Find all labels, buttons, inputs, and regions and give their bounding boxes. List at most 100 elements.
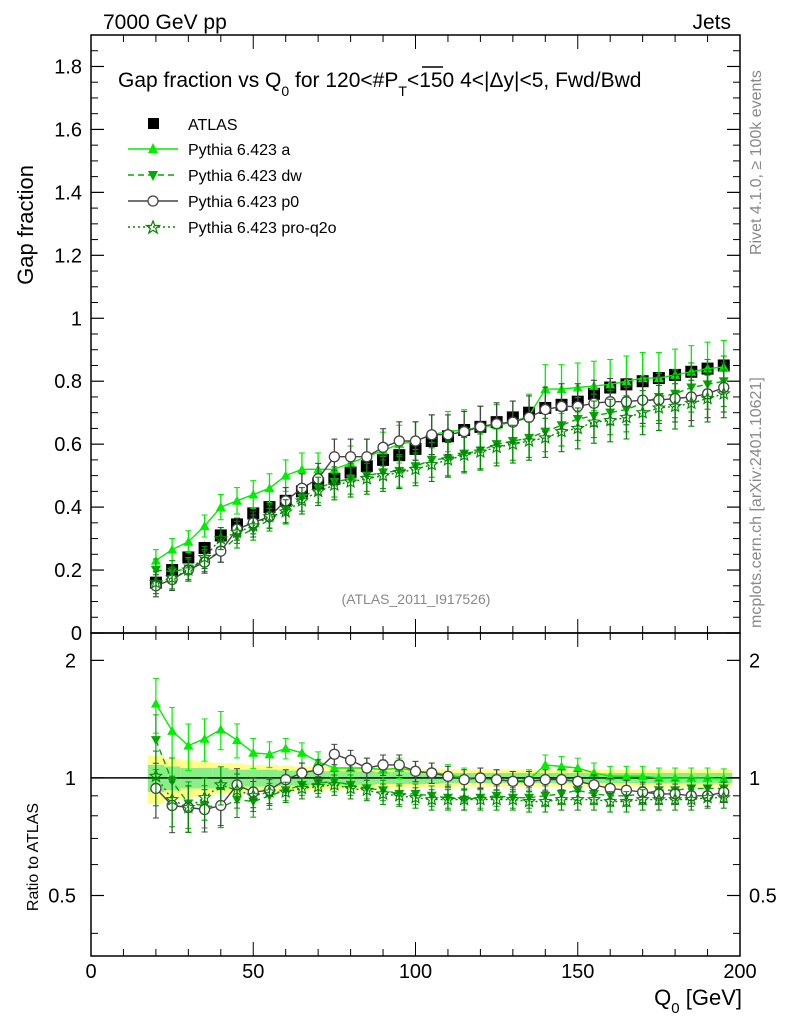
point-pythia_proq2o bbox=[635, 405, 650, 419]
main-series bbox=[148, 339, 731, 598]
ratio-point-pythia_a bbox=[572, 763, 583, 773]
ratio-point-pythia_a bbox=[329, 763, 340, 773]
ratio-point-pythia_proq2o bbox=[473, 792, 488, 806]
point-pythia_proq2o bbox=[619, 409, 634, 424]
point-pythia_p0 bbox=[361, 451, 373, 463]
point-pythia_proq2o bbox=[603, 413, 618, 427]
point-pythia_proq2o bbox=[473, 444, 488, 459]
ratio-point-pythia_p0 bbox=[458, 773, 470, 786]
legend-entry-pythia-a: Pythia 6.423 a bbox=[128, 142, 290, 159]
ratio-point-pythia_p0 bbox=[490, 773, 503, 786]
point-pythia_proq2o bbox=[586, 414, 602, 429]
series-line-pythia_proq2o bbox=[155, 393, 724, 584]
series-line-pythia_dw bbox=[155, 380, 724, 573]
legend-label-pythia-pro-q2o: Pythia 6.423 pro-q2o bbox=[188, 220, 337, 237]
ratio-x-tick-label: 100 bbox=[399, 961, 432, 983]
main-y-tick-label: 1.4 bbox=[54, 182, 82, 204]
ratio-point-pythia_proq2o bbox=[327, 777, 342, 791]
legend-marker-pythia-dw bbox=[148, 171, 158, 181]
legend-entry-pythia-pro-q2o: Pythia 6.423 pro-q2o bbox=[128, 219, 337, 237]
ratio-y-tick-label: 1 bbox=[65, 768, 76, 790]
ratio-y-tick-label-right: 1 bbox=[749, 768, 760, 790]
point-pythia_proq2o bbox=[278, 504, 293, 518]
legend-entry-pythia-dw: Pythia 6.423 dw bbox=[128, 168, 302, 185]
ratio-point-pythia_p0 bbox=[328, 748, 341, 760]
point-pythia_proq2o bbox=[343, 474, 358, 488]
ratio-point-pythia_proq2o bbox=[197, 790, 212, 804]
point-pythia_proq2o bbox=[700, 391, 715, 405]
legend-marker-atlas bbox=[148, 118, 159, 129]
ratio-point-pythia_a bbox=[702, 772, 713, 782]
ratio-point-pythia_a bbox=[280, 743, 291, 753]
point-pythia_proq2o bbox=[392, 465, 407, 479]
x-axis-title-sub: 0 bbox=[671, 1000, 679, 1017]
x-axis-title: Q0 [GeV] bbox=[654, 985, 742, 1017]
ratio-point-pythia_proq2o bbox=[651, 792, 666, 806]
ratio-y-tick-label: 0.5 bbox=[48, 886, 76, 908]
ratio-y-tick-label-right: 2 bbox=[749, 650, 760, 672]
ratio-point-pythia_proq2o bbox=[343, 780, 358, 795]
ratio-point-pythia_a bbox=[621, 771, 632, 781]
ratio-point-pythia_proq2o bbox=[570, 792, 585, 806]
point-pythia_proq2o bbox=[522, 433, 537, 448]
energy-label: 7000 GeV pp bbox=[103, 11, 227, 34]
ratio-point-pythia_p0 bbox=[523, 775, 535, 788]
ratio-point-pythia_proq2o bbox=[700, 790, 715, 804]
ratio-x-tick-label: 200 bbox=[723, 961, 756, 983]
point-pythia_proq2o bbox=[148, 575, 163, 589]
ratio-point-pythia_a bbox=[150, 698, 161, 708]
point-pythia_proq2o bbox=[440, 452, 456, 466]
point-pythia_a bbox=[232, 495, 243, 505]
ratio-y-axis-title: Ratio to ATLAS bbox=[25, 803, 42, 911]
legend-label-pythia-p0: Pythia 6.423 p0 bbox=[188, 194, 299, 211]
ratio-point-pythia_p0 bbox=[507, 775, 519, 788]
point-pythia_proq2o bbox=[457, 447, 472, 462]
ratio-point-pythia_proq2o bbox=[424, 792, 439, 806]
ratio-point-pythia_proq2o bbox=[522, 794, 537, 808]
ratio-point-pythia_proq2o bbox=[538, 794, 553, 808]
ratio-point-pythia_p0 bbox=[572, 775, 584, 788]
point-pythia_p0 bbox=[539, 403, 551, 416]
point-pythia_p0 bbox=[328, 451, 341, 463]
ratio-point-pythia_p0 bbox=[312, 764, 324, 776]
main-y-tick-label: 0.6 bbox=[54, 434, 82, 456]
ratio-point-pythia_p0 bbox=[588, 779, 600, 791]
ratio-point-pythia_proq2o bbox=[635, 792, 650, 806]
ratio-point-pythia_p0 bbox=[409, 765, 422, 777]
main-y-tick-label: 1 bbox=[71, 308, 82, 330]
point-pythia_proq2o bbox=[375, 468, 391, 482]
mcplots-label: mcplots.cern.ch [arXiv:2401.10621] bbox=[748, 377, 765, 628]
ratio-point-pythia_proq2o bbox=[586, 792, 602, 806]
legend: ATLAS Pythia 6.423 a Pythia 6.423 dw Pyt… bbox=[128, 117, 337, 237]
point-pythia_proq2o bbox=[165, 570, 180, 584]
legend-label-atlas: ATLAS bbox=[188, 117, 238, 134]
ratio-series bbox=[148, 677, 731, 834]
ratio-point-pythia_proq2o bbox=[278, 784, 293, 799]
series-pythia_proq2o bbox=[148, 369, 731, 595]
plot-title: Gap fraction vs Q0 for 120<#PT<150 4<|Δy… bbox=[118, 66, 641, 99]
ratio-point-pythia_proq2o bbox=[148, 768, 163, 783]
ratio-y-tick-label: 2 bbox=[65, 650, 76, 672]
point-pythia_proq2o bbox=[505, 436, 520, 451]
ratio-point-pythia_p0 bbox=[555, 773, 568, 786]
legend-marker-pythia-pro-q2o bbox=[144, 219, 162, 235]
legend-entry-atlas: ATLAS bbox=[148, 117, 238, 134]
point-pythia_p0 bbox=[393, 435, 405, 447]
main-y-tick-label: 0.2 bbox=[54, 560, 82, 582]
point-pythia_proq2o bbox=[554, 424, 569, 438]
title-sub: 0 bbox=[281, 83, 289, 99]
legend-marker-pythia-p0 bbox=[147, 195, 159, 207]
legend-marker-pythia-a bbox=[148, 143, 158, 153]
ratio-point-pythia_dw bbox=[150, 736, 161, 746]
main-y-tick-label: 0.8 bbox=[54, 371, 82, 393]
point-pythia_a bbox=[199, 520, 210, 530]
point-pythia_a bbox=[280, 470, 291, 480]
point-pythia_proq2o bbox=[294, 493, 309, 507]
ratio-point-pythia_proq2o bbox=[668, 792, 683, 806]
point-pythia_proq2o bbox=[197, 550, 212, 564]
analysis-id: (ATLAS_2011_I917526) bbox=[342, 591, 491, 607]
main-y-tick-label: 1.2 bbox=[54, 245, 82, 267]
x-axis-title-unit: [GeV] bbox=[680, 985, 742, 1010]
point-pythia_proq2o bbox=[229, 524, 245, 539]
point-pythia_p0 bbox=[555, 400, 568, 413]
